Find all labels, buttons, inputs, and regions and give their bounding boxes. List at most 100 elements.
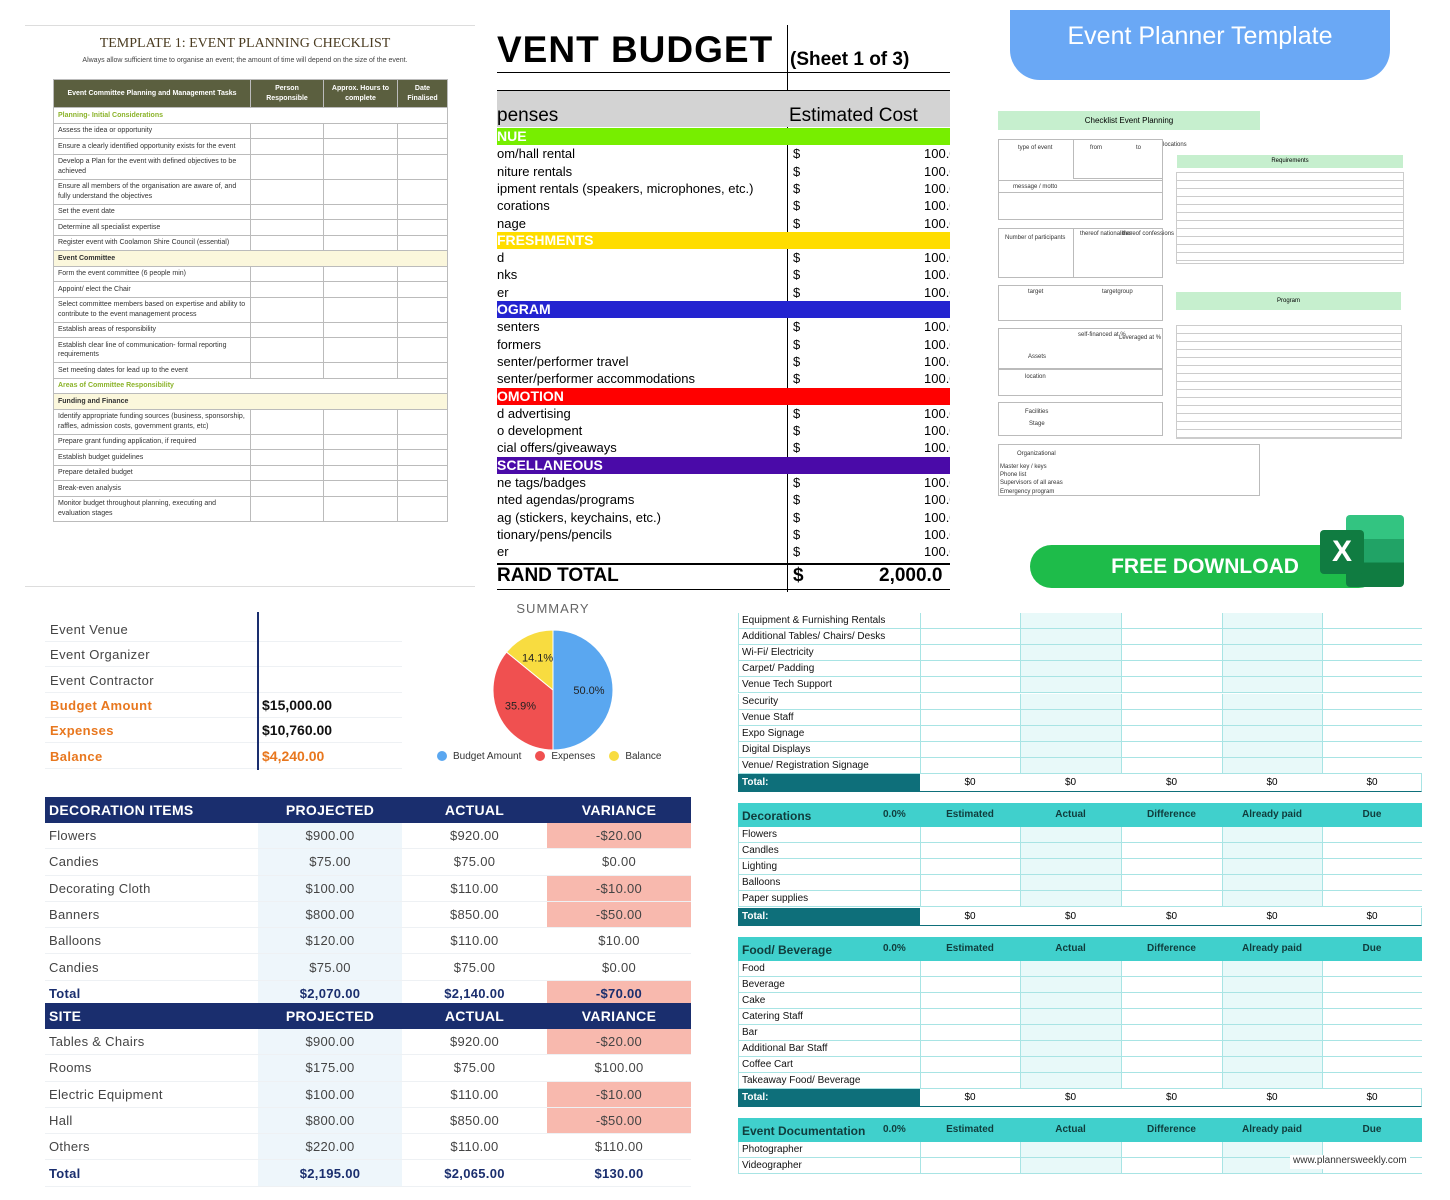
total-row: Total $2,195.00 $2,065.00 $130.00 <box>45 1159 691 1187</box>
item: Venue/ Registration Signage <box>742 759 869 771</box>
checklist-row: Break-even analysis <box>53 480 448 497</box>
cell <box>1020 1041 1121 1058</box>
cell <box>920 709 1020 726</box>
field-label: thereof nationalities <box>1080 231 1133 237</box>
cell <box>1020 875 1121 892</box>
item: senter/performer accommodations <box>497 371 695 387</box>
cell <box>397 281 448 298</box>
cell <box>1121 827 1222 844</box>
data-row: Electric Equipment $100.00 $110.00 -$10.00 <box>45 1081 691 1108</box>
cell <box>323 153 398 180</box>
column-header: SITE <box>49 1008 82 1024</box>
title-pill <box>1010 10 1390 80</box>
cell <box>1121 757 1222 774</box>
cell <box>1121 976 1222 993</box>
task: Assess the idea or opportunity <box>53 122 251 139</box>
section-name: FRESHMENTS <box>497 231 594 248</box>
section-title: Planning- Initial Considerations <box>53 107 448 124</box>
cell <box>1222 757 1322 774</box>
cell <box>1222 677 1322 694</box>
item: d <box>497 250 505 266</box>
cell <box>1121 709 1222 726</box>
item: Paper supplies <box>742 893 809 905</box>
cell <box>397 138 448 155</box>
data-row: Candies $75.00 $75.00 $0.00 <box>45 848 691 876</box>
cell <box>920 629 1020 646</box>
cell <box>1322 613 1422 630</box>
cell <box>250 495 324 522</box>
total-value: $0 <box>964 1092 976 1104</box>
cell <box>1322 693 1422 710</box>
cell <box>250 153 324 180</box>
cell: Hall <box>45 1107 258 1135</box>
checklist-row: Ensure all members of the organisation a… <box>53 178 448 205</box>
section-band <box>497 128 950 146</box>
cell <box>1020 1057 1121 1074</box>
item: Videographer <box>742 1160 802 1172</box>
item: Cake <box>742 994 766 1006</box>
grid <box>1176 172 1404 264</box>
cell <box>1121 677 1222 694</box>
cell <box>1020 709 1121 726</box>
cell <box>250 296 324 323</box>
checklist-row: Register event with Coolamon Shire Counc… <box>53 234 448 251</box>
slice-label: 35.9% <box>505 700 536 712</box>
cell: Tables & Chairs <box>45 1029 258 1056</box>
cell <box>323 281 398 298</box>
pie-chart: SUMMARY 50.0% 35.9% 14.1% <box>492 601 614 751</box>
cell <box>250 449 324 466</box>
legend-swatch <box>609 751 620 761</box>
currency: $ <box>793 163 801 179</box>
cell <box>1020 1158 1121 1175</box>
cell: $2,140.00 <box>402 980 547 1008</box>
total-value: $0 <box>1366 910 1378 922</box>
cell <box>1020 757 1121 774</box>
cell <box>250 219 324 236</box>
field-label: Event Contractor <box>50 672 154 688</box>
checklist-row: Establish areas of responsibility <box>53 321 448 338</box>
cell <box>920 1158 1020 1175</box>
checklist-row: Funding and Finance <box>53 393 448 410</box>
cell: Others <box>45 1133 258 1161</box>
cell: $75.00 <box>402 848 547 876</box>
cell <box>1121 613 1222 630</box>
cell <box>1322 677 1422 694</box>
cell: $0.00 <box>547 953 691 981</box>
cell <box>250 203 324 220</box>
cell <box>323 408 398 435</box>
section-title: Funding and Finance <box>53 393 448 410</box>
field-label: targetgroup <box>1102 289 1133 295</box>
cell: -$50.00 <box>547 901 691 929</box>
cell <box>397 265 448 282</box>
cell: $75.00 <box>402 953 547 981</box>
cell <box>323 495 398 522</box>
cell <box>920 677 1020 694</box>
cost: 100.0 <box>924 526 950 542</box>
section-percent: 0.0% <box>883 809 906 820</box>
checklist-row: Form the event committee (6 people min) <box>53 265 448 282</box>
field-label: Master key / keys <box>1000 464 1047 470</box>
field-label: Stage <box>1029 421 1045 427</box>
cell: $2,065.00 <box>402 1159 547 1187</box>
section-name: Food/ Beverage <box>742 942 833 957</box>
cost: 100.0 <box>924 250 950 266</box>
item: nted agendas/programs <box>497 492 635 508</box>
checklist-row: Select committee members based on expert… <box>53 296 448 323</box>
section-name: Event Documentation <box>742 1124 866 1139</box>
cell <box>397 178 448 205</box>
form-box <box>998 444 1260 496</box>
cell <box>1222 693 1322 710</box>
total-row: Total $2,070.00 $2,140.00 -$70.00 <box>45 980 691 1008</box>
cell <box>323 234 398 251</box>
legend-item: Balance <box>609 751 661 762</box>
task: Set meeting dates for lead up to the eve… <box>53 362 251 379</box>
currency: $ <box>793 180 801 196</box>
cell: $110.00 <box>402 1081 547 1108</box>
cell <box>1222 645 1322 662</box>
cell <box>323 362 398 379</box>
cell: $920.00 <box>402 823 547 850</box>
cell <box>1121 843 1222 860</box>
cell <box>250 337 324 363</box>
data-row: Tables & Chairs $900.00 $920.00 -$20.00 <box>45 1029 691 1056</box>
